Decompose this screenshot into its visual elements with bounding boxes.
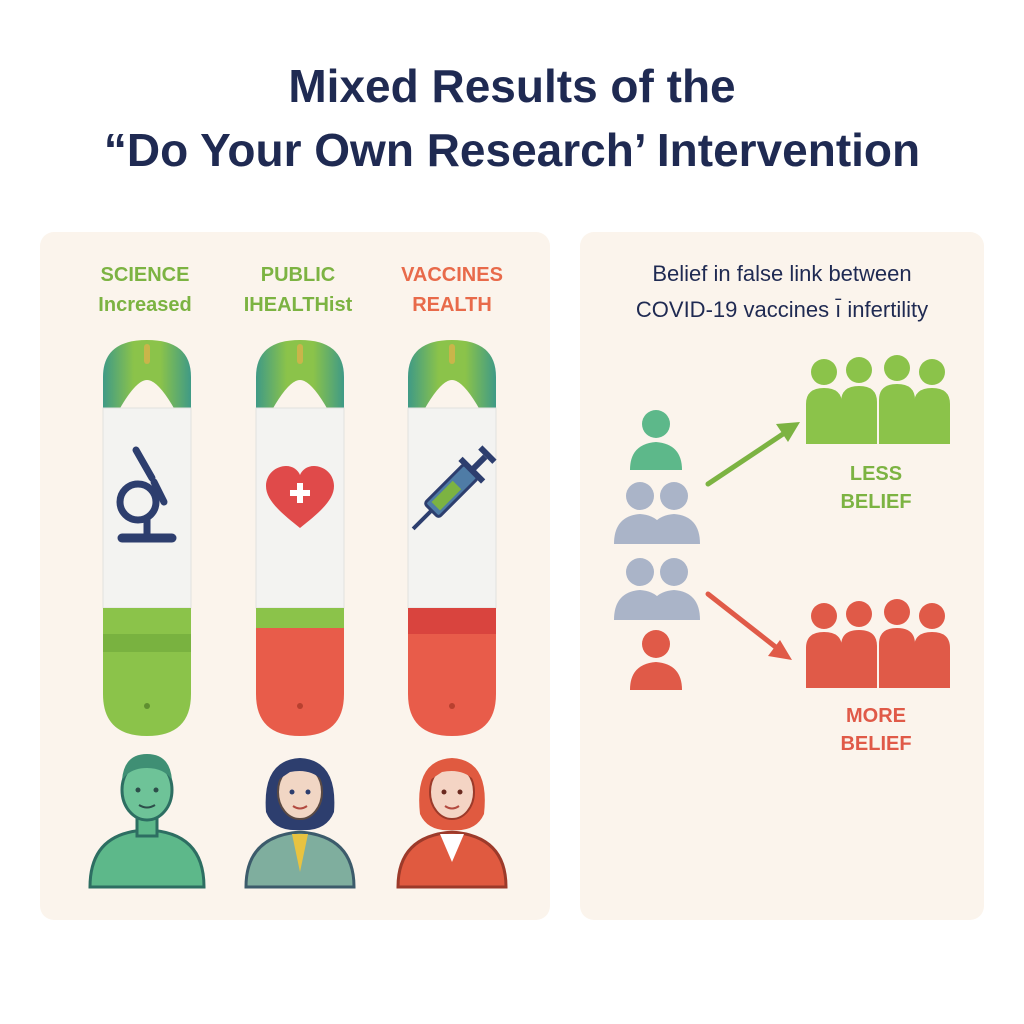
heart-plus-icon — [266, 466, 334, 528]
vaccines-label-line1: VACCINES — [401, 264, 503, 286]
green-person-icon — [630, 410, 682, 470]
belief-header: Belief in false link between COVID-19 va… — [580, 256, 984, 328]
green-crowd-icon — [806, 355, 950, 444]
more-belief-line1: MORE — [846, 705, 906, 727]
less-belief-line2: BELIEF — [840, 491, 912, 513]
science-strip — [102, 340, 192, 736]
gray-people-pair-icon — [614, 558, 700, 620]
more-belief-label: MORE BELIEF — [796, 702, 956, 758]
down-arrow-icon — [705, 591, 792, 660]
public-health-label-line1: PUBLIC — [260, 264, 336, 286]
public-health-label-line2: IHEALTHist — [243, 294, 353, 316]
belief-header-line1: Belief in false link between — [652, 261, 912, 286]
source-group — [614, 410, 700, 690]
title-line-1: Mixed Results of the — [288, 60, 736, 112]
science-label-line2: Increased — [98, 294, 192, 316]
red-crowd-icon — [806, 599, 950, 688]
belief-flow-illustration — [614, 355, 950, 690]
up-arrow-icon — [705, 422, 800, 487]
woman-red-avatar — [396, 758, 508, 889]
science-label-line1: SCIENCE — [100, 264, 190, 286]
less-belief-label: LESS BELIEF — [796, 460, 956, 516]
title-line-2: “Do Your Own Research’ Intervention — [103, 124, 921, 176]
left-panel: SCIENCE Increased PUBLIC IHEALTHist VACC… — [40, 232, 550, 920]
vaccines-label-line2: REALTH — [412, 294, 492, 316]
woman-avatar — [244, 758, 356, 889]
vaccines-label: VACCINES REALTH — [382, 260, 522, 320]
vaccines-strip — [407, 340, 497, 736]
public-health-label: PUBLIC IHEALTHist — [228, 260, 368, 320]
red-person-icon — [630, 630, 682, 690]
science-label: SCIENCE Increased — [75, 260, 215, 320]
belief-header-line2: COVID-19 vaccines ı̄ infertility — [635, 297, 929, 322]
test-strips-illustration — [88, 340, 508, 889]
syringe-icon — [411, 445, 497, 531]
gray-people-pair-icon — [614, 482, 700, 544]
right-panel: Belief in false link between COVID-19 va… — [580, 232, 984, 920]
microscope-icon — [116, 446, 177, 543]
more-belief-line2: BELIEF — [840, 733, 912, 755]
man-avatar — [88, 754, 206, 889]
less-belief-line1: LESS — [849, 463, 903, 485]
public-health-strip — [255, 340, 345, 736]
